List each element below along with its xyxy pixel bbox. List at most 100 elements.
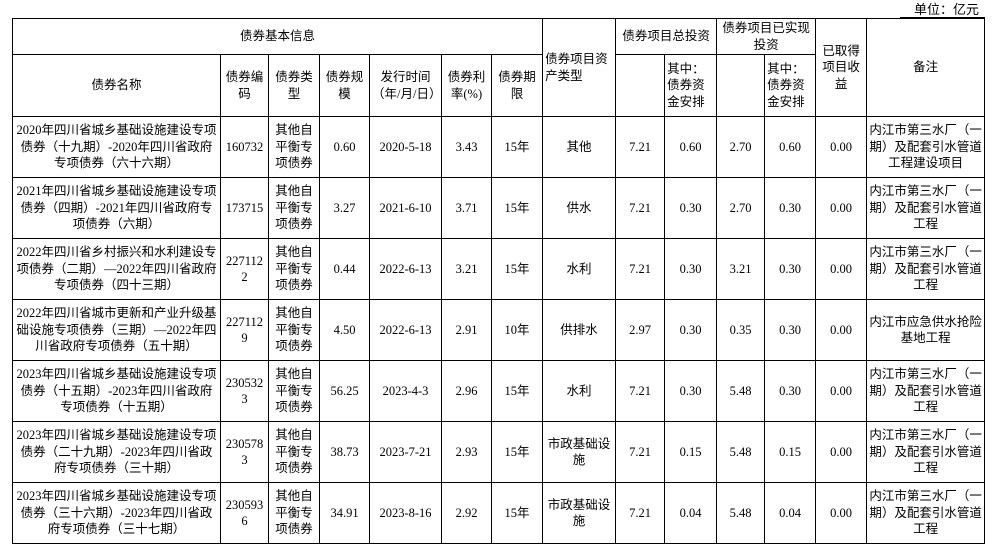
cell-remark: 内江市第三水厂（一期）及配套引水管道工程 — [866, 360, 986, 422]
cell-remark: 内江市第三水厂（一期）及配套引水管道工程 — [866, 482, 986, 544]
header-row-groups: 债券基本信息 债券项目资产类型 债券项目总投资 债券项目已实现投资 已取得项目收… — [11, 18, 986, 117]
table-row: 2020年四川省城乡基础设施建设专项债券（十九期）-2020年四川省政府专项债券… — [12, 116, 986, 178]
cell-total-investment: 2.97 — [615, 299, 666, 361]
header-realized-investment-blank — [716, 54, 766, 117]
cell-bond-name: 2023年四川省城乡基础设施建设专项债券（三十六期）-2023年四川省政府专项债… — [12, 482, 221, 544]
cell-realized-bond-fund: 0.30 — [764, 238, 817, 300]
cell-term: 15年 — [490, 116, 544, 178]
header-realized-bond-fund: 其中：债券资金安排 — [764, 54, 817, 117]
cell-issue-date: 2023-4-3 — [369, 360, 442, 422]
cell-rate: 3.43 — [441, 116, 492, 178]
bond-table: 债券基本信息 债券项目资产类型 债券项目总投资 债券项目已实现投资 已取得项目收… — [11, 18, 986, 544]
cell-asset-type: 市政基础设施 — [542, 421, 617, 483]
header-bond-scale: 债券规模 — [319, 54, 370, 117]
cell-bond-name: 2020年四川省城乡基础设施建设专项债券（十九期）-2020年四川省政府专项债券… — [12, 116, 221, 178]
cell-bond-code: 2305936 — [220, 482, 269, 544]
cell-realized-investment: 2.70 — [716, 116, 766, 178]
header-row-columns: 债券名称 债券编码 债券类型 债券规模 发行时间（年/月/日） 债券利率(%) … — [12, 54, 985, 117]
cell-bond-code: 173715 — [220, 177, 269, 239]
cell-bond-name: 2022年四川省乡村振兴和水利建设专项债券（二期）—2022年四川省政府专项债券… — [12, 238, 221, 300]
cell-remark: 内江市第三水厂（一期）及配套引水管道工程建设项目 — [866, 116, 986, 178]
cell-bond-type: 其他自平衡专项债券 — [268, 421, 320, 483]
cell-realized-investment: 0.35 — [716, 299, 766, 361]
cell-total-investment: 7.21 — [615, 360, 666, 422]
cell-realized-bond-fund: 0.15 — [764, 421, 817, 483]
header-total-investment-group: 债券项目总投资 — [615, 18, 718, 55]
cell-total-bond-fund: 0.60 — [664, 116, 718, 178]
cell-bond-scale: 38.73 — [319, 421, 370, 483]
cell-bond-scale: 34.91 — [319, 482, 370, 544]
header-rate: 债券利率(%) — [441, 54, 492, 117]
cell-realized-investment: 2.70 — [716, 177, 766, 239]
cell-asset-type: 供排水 — [542, 299, 617, 361]
cell-income: 0.00 — [815, 116, 868, 178]
cell-remark: 内江市应急供水抢险基地工程 — [866, 299, 986, 361]
header-term: 债券期限 — [490, 54, 544, 117]
cell-total-bond-fund: 0.04 — [664, 482, 718, 544]
cell-bond-name: 2023年四川省城乡基础设施建设专项债券（二十九期）-2023年四川省政府专项债… — [12, 421, 221, 483]
cell-income: 0.00 — [815, 177, 868, 239]
header-bond-type: 债券类型 — [268, 54, 320, 117]
cell-rate: 3.21 — [441, 238, 492, 300]
cell-bond-scale: 4.50 — [319, 299, 370, 361]
cell-asset-type: 其他 — [542, 116, 617, 178]
table-body: 2020年四川省城乡基础设施建设专项债券（十九期）-2020年四川省政府专项债券… — [12, 116, 986, 544]
cell-bond-type: 其他自平衡专项债券 — [268, 177, 320, 239]
cell-realized-investment: 5.48 — [716, 421, 766, 483]
header-issue-date: 发行时间（年/月/日） — [369, 54, 442, 117]
cell-bond-scale: 0.44 — [319, 238, 370, 300]
cell-rate: 2.93 — [441, 421, 492, 483]
cell-income: 0.00 — [815, 299, 868, 361]
cell-realized-investment: 3.21 — [716, 238, 766, 300]
cell-income: 0.00 — [815, 482, 868, 544]
cell-bond-type: 其他自平衡专项债券 — [268, 360, 320, 422]
header-total-investment-blank — [615, 54, 666, 117]
table-row: 2021年四川省城乡基础设施建设专项债券（四期）-2021年四川省政府专项债券（… — [12, 177, 986, 239]
table-row: 2023年四川省城乡基础设施建设专项债券（二十九期）-2023年四川省政府专项债… — [12, 421, 986, 483]
cell-total-investment: 7.21 — [615, 116, 666, 178]
cell-rate: 2.91 — [441, 299, 492, 361]
cell-income: 0.00 — [815, 238, 868, 300]
table-row: 2023年四川省城乡基础设施建设专项债券（三十六期）-2023年四川省政府专项债… — [12, 482, 986, 544]
cell-total-bond-fund: 0.30 — [664, 360, 718, 422]
cell-bond-scale: 3.27 — [319, 177, 370, 239]
cell-issue-date: 2023-8-16 — [369, 482, 442, 544]
table-row: 2022年四川省城市更新和产业升级基础设施专项债券（三期）—2022年四川省政府… — [12, 299, 986, 361]
table-row: 2022年四川省乡村振兴和水利建设专项债券（二期）—2022年四川省政府专项债券… — [12, 238, 986, 300]
cell-term: 15年 — [490, 177, 544, 239]
cell-issue-date: 2020-5-18 — [369, 116, 442, 178]
cell-bond-scale: 56.25 — [319, 360, 370, 422]
unit-label-text: 单位：亿元 — [899, 2, 985, 18]
cell-total-bond-fund: 0.15 — [664, 421, 718, 483]
cell-asset-type: 水利 — [542, 360, 617, 422]
cell-realized-bond-fund: 0.04 — [764, 482, 817, 544]
table-header: 债券基本信息 债券项目资产类型 债券项目总投资 债券项目已实现投资 已取得项目收… — [11, 18, 986, 117]
cell-bond-code: 160732 — [220, 116, 269, 178]
cell-bond-code: 2271129 — [220, 299, 269, 361]
cell-bond-name: 2023年四川省城乡基础设施建设专项债券（十五期）-2023年四川省政府专项债券… — [12, 360, 221, 422]
header-total-bond-fund: 其中：债券资金安排 — [664, 54, 718, 117]
header-bond-code: 债券编码 — [220, 54, 269, 117]
cell-term: 15年 — [490, 238, 544, 300]
cell-total-investment: 7.21 — [615, 238, 666, 300]
cell-bond-name: 2021年四川省城乡基础设施建设专项债券（四期）-2021年四川省政府专项债券（… — [12, 177, 221, 239]
cell-term: 15年 — [490, 482, 544, 544]
cell-realized-investment: 5.48 — [716, 482, 766, 544]
cell-total-investment: 7.21 — [615, 421, 666, 483]
cell-realized-investment: 5.48 — [716, 360, 766, 422]
cell-realized-bond-fund: 0.30 — [764, 177, 817, 239]
header-bond-name: 债券名称 — [12, 54, 221, 117]
cell-issue-date: 2022-6-13 — [369, 238, 442, 300]
unit-label: 单位：亿元 — [12, 2, 985, 18]
table-row: 2023年四川省城乡基础设施建设专项债券（十五期）-2023年四川省政府专项债券… — [12, 360, 986, 422]
header-remark: 备注 — [866, 18, 986, 117]
cell-total-bond-fund: 0.30 — [664, 238, 718, 300]
cell-total-bond-fund: 0.30 — [664, 299, 718, 361]
cell-issue-date: 2022-6-13 — [369, 299, 442, 361]
cell-bond-name: 2022年四川省城市更新和产业升级基础设施专项债券（三期）—2022年四川省政府… — [12, 299, 221, 361]
cell-issue-date: 2023-7-21 — [369, 421, 442, 483]
cell-term: 10年 — [490, 299, 544, 361]
cell-bond-code: 2271122 — [220, 238, 269, 300]
cell-total-investment: 7.21 — [615, 482, 666, 544]
cell-remark: 内江市第三水厂（一期）及配套引水管道工程 — [866, 421, 986, 483]
